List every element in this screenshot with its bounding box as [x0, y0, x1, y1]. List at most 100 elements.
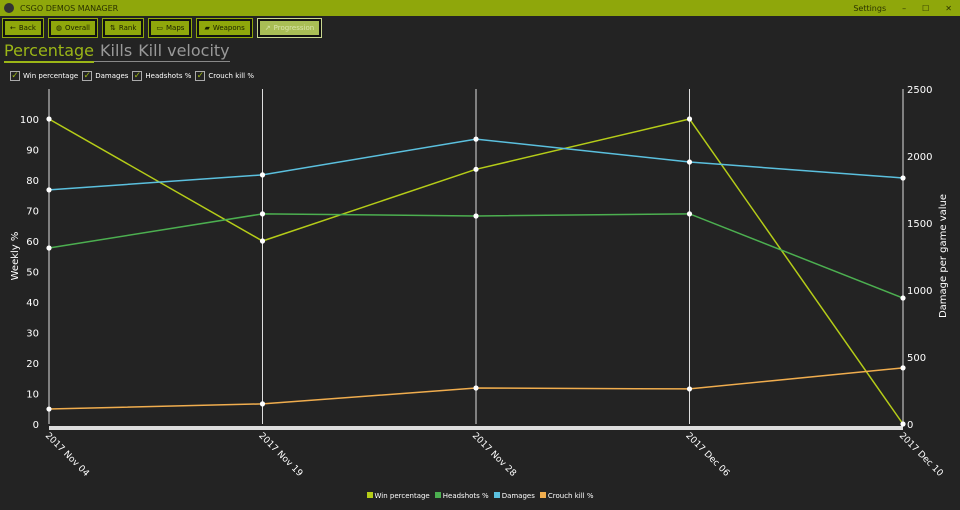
tab-kill-velocity[interactable]: Kill velocity — [138, 41, 230, 60]
x-scrollbar[interactable] — [49, 426, 903, 430]
check-icon: ✓ — [132, 71, 143, 81]
check-icon: ✓ — [10, 71, 20, 81]
data-point-win-percentage — [686, 116, 693, 122]
minimize-button[interactable]: – — [902, 3, 907, 13]
data-point-damages — [46, 187, 52, 193]
x-tick-label: 2017 Dec 10 — [897, 431, 945, 479]
maps-button[interactable]: ▭ Maps — [148, 18, 193, 38]
checkbox-label: Win percentage — [23, 72, 79, 80]
legend-label: Damages — [501, 492, 535, 500]
button-label: Rank — [118, 24, 137, 32]
y2-tick-label: 0 — [907, 420, 913, 431]
y2-tick-label: 1500 — [907, 219, 932, 230]
data-point-damages — [900, 175, 906, 181]
check-icon: ✓ — [195, 71, 206, 81]
globe-icon: ◍ — [55, 24, 62, 32]
tab-kills[interactable]: Kills — [100, 41, 133, 60]
map-icon: ▭ — [156, 24, 164, 32]
legend-item: Headshots % — [434, 492, 489, 500]
data-point-headshots- — [259, 211, 266, 217]
y-tick-label: 40 — [26, 298, 39, 309]
chart-icon: ↗ — [264, 24, 271, 32]
y-tick-label: 80 — [26, 176, 39, 187]
data-point-crouch-kill- — [473, 385, 479, 391]
x-tick-label: 2017 Nov 04 — [43, 431, 91, 479]
rank-button[interactable]: ⇅ Rank — [102, 18, 145, 38]
button-label: Progression — [273, 24, 315, 32]
app-logo — [4, 3, 14, 13]
data-point-headshots- — [900, 295, 906, 301]
button-label: Weapons — [212, 24, 245, 32]
arrow-left-icon: ← — [10, 24, 16, 32]
sort-icon: ⇅ — [110, 24, 116, 32]
toolbar: ← Back ◍ Overall ⇅ Rank ▭ Maps ▰ Weapons ↗ Progress… — [2, 18, 323, 38]
checkbox-headshots-[interactable]: ✓ Headshots % — [132, 71, 191, 81]
data-point-headshots- — [473, 213, 479, 219]
y-tick-label: 50 — [26, 268, 39, 279]
data-point-win-percentage — [46, 116, 52, 122]
data-point-headshots- — [686, 211, 693, 217]
y-tick-label: 100 — [20, 115, 39, 126]
data-point-crouch-kill- — [900, 365, 906, 371]
y-axis-label: Weekly % — [10, 232, 21, 281]
progression-button[interactable]: ↗ Progression — [256, 18, 323, 38]
checkbox-win-percentage[interactable]: ✓ Win percentage — [10, 71, 78, 81]
legend-item: Win percentage — [366, 492, 430, 500]
y-tick-label: 70 — [26, 207, 39, 218]
y2-axis-label: Damage per game value — [938, 194, 949, 318]
chart-legend: Win percentage Headshots % Damages Crouch k… — [0, 492, 960, 500]
data-point-crouch-kill- — [686, 386, 693, 392]
data-point-damages — [686, 159, 693, 165]
tabs: Percentage Kills Kill velocity — [4, 41, 230, 63]
legend-swatch — [493, 492, 500, 498]
checkbox-label: Damages — [95, 72, 129, 80]
overall-button[interactable]: ◍ Overall — [47, 18, 99, 38]
y2-tick-label: 2500 — [907, 85, 932, 96]
data-point-crouch-kill- — [46, 406, 52, 412]
button-label: Back — [18, 24, 36, 32]
series-checkboxes: ✓ Win percentage ✓ Damages ✓ Headshots % ✓ Crou… — [10, 71, 254, 81]
checkbox-crouch-kill-[interactable]: ✓ Crouch kill % — [195, 71, 254, 81]
maximize-button[interactable]: ☐ — [922, 3, 930, 13]
check-icon: ✓ — [82, 71, 93, 81]
legend-label: Crouch kill % — [547, 492, 594, 500]
back-button[interactable]: ← Back — [2, 18, 44, 38]
y-tick-label: 0 — [33, 420, 39, 431]
y2-tick-label: 500 — [907, 353, 926, 364]
legend-label: Headshots % — [442, 492, 489, 500]
gun-icon: ▰ — [204, 24, 210, 32]
legend-item: Crouch kill % — [539, 492, 594, 500]
y-tick-label: 20 — [26, 359, 39, 370]
legend-swatch — [434, 492, 441, 498]
legend-swatch — [539, 492, 546, 498]
weapons-button[interactable]: ▰ Weapons — [196, 18, 253, 38]
y-tick-label: 30 — [26, 329, 39, 340]
close-button[interactable]: ✕ — [945, 3, 952, 13]
checkbox-label: Crouch kill % — [208, 72, 254, 80]
data-point-crouch-kill- — [259, 401, 266, 407]
title-bar: CSGO DEMOS MANAGER Settings – ☐ ✕ — [0, 0, 960, 16]
legend-item: Damages — [493, 492, 535, 500]
data-point-win-percentage — [900, 421, 906, 427]
tab-percentage[interactable]: Percentage — [4, 41, 95, 63]
button-label: Overall — [64, 24, 91, 32]
y2-tick-label: 2000 — [907, 152, 932, 163]
data-point-damages — [473, 136, 479, 142]
x-tick-label: 2017 Dec 06 — [683, 431, 731, 479]
x-tick-label: 2017 Nov 19 — [256, 431, 304, 479]
y2-tick-label: 1000 — [907, 286, 932, 297]
x-tick-label: 2017 Nov 28 — [470, 431, 518, 479]
settings-button[interactable]: Settings — [853, 3, 887, 13]
legend-label: Win percentage — [374, 492, 430, 500]
checkbox-label: Headshots % — [145, 72, 192, 80]
checkbox-damages[interactable]: ✓ Damages — [82, 71, 128, 81]
data-point-headshots- — [46, 245, 52, 251]
y-tick-label: 90 — [26, 146, 39, 157]
data-point-damages — [259, 172, 266, 178]
y-tick-label: 10 — [26, 390, 39, 401]
button-label: Maps — [166, 24, 185, 32]
y-tick-label: 60 — [26, 237, 39, 248]
data-point-win-percentage — [259, 238, 266, 244]
app-title: CSGO DEMOS MANAGER — [20, 3, 119, 13]
